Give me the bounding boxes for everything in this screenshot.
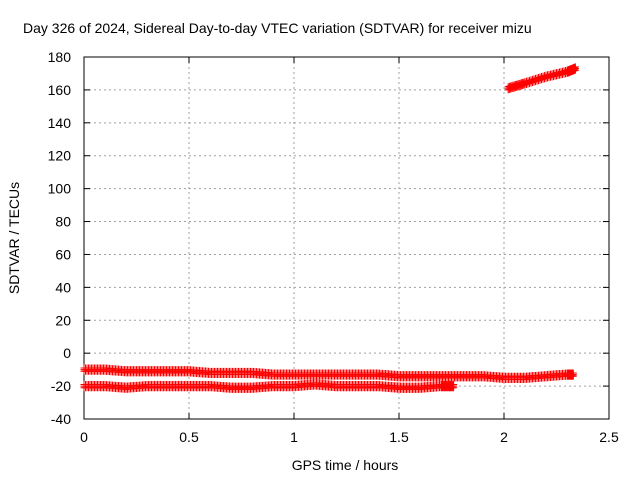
chart-title: Day 326 of 2024, Sidereal Day-to-day VTE… (23, 20, 532, 36)
series-1 (80, 364, 577, 383)
y-tick-label: 120 (48, 148, 72, 164)
data-point-marker (571, 66, 579, 74)
x-tick-label: 1.5 (389, 429, 409, 445)
y-tick-label: -20 (51, 378, 71, 394)
x-tick-label: 0.5 (179, 429, 199, 445)
series-3 (504, 63, 579, 94)
y-tick-label: -40 (51, 411, 71, 427)
x-tick-label: 2.5 (599, 429, 619, 445)
data-points (80, 63, 579, 393)
x-tick-label: 2 (500, 429, 508, 445)
y-axis-label: SDTVAR / TECUs (6, 182, 22, 294)
y-tick-label: 0 (63, 345, 71, 361)
x-tick-label: 1 (290, 429, 298, 445)
data-point-marker (569, 372, 577, 380)
plot-frame (83, 56, 610, 420)
y-tick-label: 180 (48, 49, 72, 65)
grid-lines (84, 57, 609, 419)
y-tick-label: 60 (55, 246, 71, 262)
data-point-marker (450, 384, 458, 392)
y-tick-label: 20 (55, 312, 71, 328)
y-tick-label: 40 (55, 279, 71, 295)
x-axis-label: GPS time / hours (292, 457, 399, 473)
series-2 (80, 379, 458, 393)
y-tick-label: 80 (55, 214, 71, 230)
axis-ticks: 0 0.5 1 1.5 2 2.5 -40 -20 0 20 40 60 80 100 120 140 160 1… (48, 49, 619, 445)
x-tick-label: 0 (80, 429, 88, 445)
y-tick-label: 100 (48, 181, 72, 197)
y-tick-label: 140 (48, 115, 72, 131)
y-tick-label: 160 (48, 82, 72, 98)
